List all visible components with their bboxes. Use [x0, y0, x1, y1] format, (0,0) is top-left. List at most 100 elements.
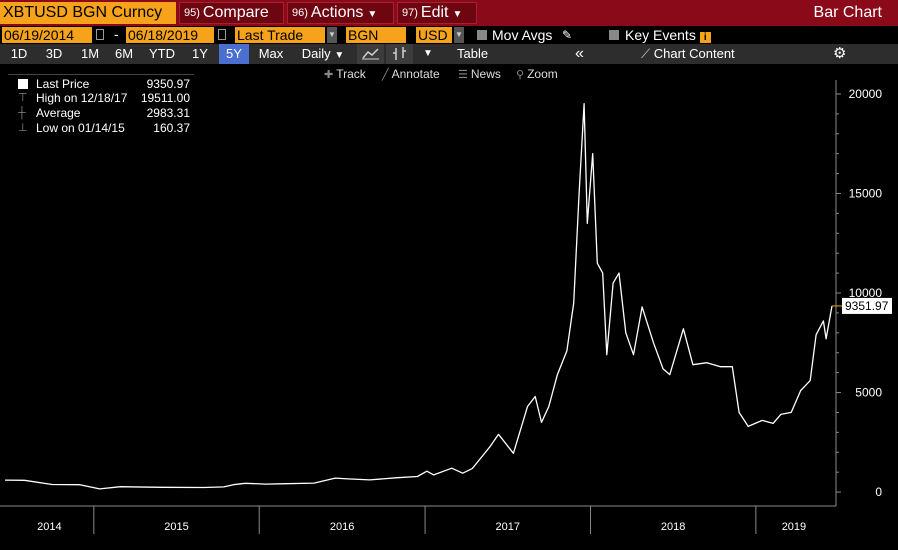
line-chart-icon[interactable]: [357, 44, 384, 64]
x-tick-label: 2016: [330, 521, 354, 533]
chart-type-label: Bar Chart: [813, 4, 882, 21]
last-value-label: 9351.97: [845, 299, 889, 313]
actions-number: 96): [292, 7, 308, 19]
control-bar: 06/19/2014 - 06/18/2019 Last Trade ▼ BGN…: [0, 26, 898, 44]
range-tab-max[interactable]: Max: [258, 46, 284, 61]
x-tick-label: 2019: [782, 521, 806, 533]
x-tick-label: 2017: [496, 521, 520, 533]
edit-number: 97): [402, 7, 418, 19]
x-tick-label: 2014: [37, 521, 61, 533]
chevron-down-icon: ▼: [334, 50, 345, 61]
x-tick-label: 2015: [164, 521, 188, 533]
zoom-icon: ⚲: [516, 69, 525, 81]
start-date-field[interactable]: 06/19/2014: [2, 27, 92, 43]
chevron-down-icon[interactable]: ▼: [454, 27, 464, 43]
range-tab-3d[interactable]: 3D: [45, 46, 63, 61]
last-value-tag: 9351.97: [832, 297, 892, 314]
calendar-icon[interactable]: [218, 29, 226, 40]
track-tool[interactable]: ✚ Track: [324, 66, 366, 82]
legend-value: 9350.97: [146, 77, 190, 91]
compare-number: 95): [184, 7, 200, 19]
chart-content-label: Chart Content: [653, 46, 735, 61]
periodicity-label: Daily: [301, 46, 331, 61]
gear-icon[interactable]: ⚙: [833, 45, 847, 62]
field-select[interactable]: Last Trade: [235, 27, 325, 43]
periodicity-select[interactable]: Daily ▼: [292, 44, 354, 64]
legend-value: 160.37: [153, 121, 190, 135]
key-events-label[interactable]: Key Events: [625, 27, 696, 43]
compare-label: Compare: [202, 4, 269, 21]
edit-button[interactable]: 97) Edit ▼: [397, 2, 477, 24]
source-field[interactable]: BGN: [346, 27, 406, 43]
range-tab-6m[interactable]: 6M: [114, 46, 134, 61]
range-tab-1y[interactable]: 1Y: [192, 46, 208, 61]
legend-label: Low on 01/14/15: [36, 121, 125, 135]
info-icon[interactable]: i: [699, 32, 711, 43]
key-events-group: Key Events i: [625, 26, 711, 44]
table-button[interactable]: Table: [457, 46, 489, 61]
line-chart-icon-graphic: [362, 48, 379, 60]
y-tick-label: 20000: [849, 87, 883, 101]
legend-item[interactable]: Last Price 9350.97: [8, 77, 194, 91]
high-marker-icon: ⊤: [18, 92, 28, 104]
legend-item: ┼ Average 2983.31: [8, 106, 194, 120]
low-marker-icon: ⊥: [18, 122, 28, 134]
annotate-label: Annotate: [391, 67, 440, 81]
annotate-tool[interactable]: ╱ Annotate: [382, 66, 440, 82]
y-tick-label: 10000: [849, 286, 883, 300]
chevron-down-icon: ▼: [452, 9, 463, 20]
calendar-icon[interactable]: [96, 29, 104, 40]
bar-chart-icon-graphic: [393, 47, 406, 60]
chevron-down-icon: ▼: [367, 9, 378, 20]
ticker-field[interactable]: XBTUSD BGN Curncy: [0, 2, 176, 24]
chevron-down-icon[interactable]: ▼: [423, 48, 433, 59]
chart-ticks: 0 5000 10000 15000 20000 2014 2015 2016 2017 2018…: [37, 87, 882, 534]
collapse-icon[interactable]: «: [575, 45, 584, 62]
currency-field[interactable]: USD: [416, 27, 452, 43]
legend-label: Average: [36, 106, 81, 120]
range-tab-ytd[interactable]: YTD: [149, 46, 175, 61]
news-icon: ☰: [458, 69, 468, 81]
range-tab-5y[interactable]: 5Y: [219, 44, 249, 64]
legend-swatch: [18, 79, 28, 89]
news-label: News: [470, 67, 501, 81]
end-date-field[interactable]: 06/18/2019: [126, 27, 214, 43]
legend-label: High on 12/18/17: [36, 91, 128, 105]
date-separator: -: [114, 26, 119, 42]
mov-avgs-checkbox[interactable]: [477, 30, 487, 40]
legend-value: 2983.31: [146, 106, 190, 120]
actions-label: Actions: [310, 4, 364, 21]
edit-label: Edit: [420, 4, 449, 21]
track-icon: ✚: [324, 69, 334, 81]
average-marker-icon: ┼: [18, 107, 26, 119]
track-label: Track: [336, 67, 366, 81]
annotate-icon: ╱: [382, 69, 389, 81]
legend-item: ⊥ Low on 01/14/15 160.37: [8, 121, 194, 135]
zoom-label: Zoom: [527, 67, 558, 81]
compare-button[interactable]: 95) Compare: [179, 2, 284, 24]
x-tick-label: 2018: [661, 521, 685, 533]
chart-legend: Last Price 9350.97 ⊤ High on 12/18/17 19…: [8, 74, 194, 136]
legend-item: ⊤ High on 12/18/17 19511.00: [8, 91, 194, 105]
chart-content-button[interactable]: ⟋ Chart Content: [641, 44, 735, 64]
news-tool[interactable]: ☰ News: [458, 66, 501, 82]
mov-avgs-label[interactable]: Mov Avgs: [492, 27, 553, 43]
y-tick-label: 15000: [849, 186, 883, 200]
price-series-line: [4, 103, 833, 490]
range-tab-1d[interactable]: 1D: [10, 46, 28, 61]
legend-value: 19511.00: [140, 91, 190, 105]
legend-label: Last Price: [36, 77, 90, 91]
last-value-box: [842, 297, 892, 314]
key-events-checkbox[interactable]: [609, 30, 619, 40]
chevron-down-icon[interactable]: ▼: [327, 27, 337, 43]
pencil-icon[interactable]: ✎: [562, 28, 573, 42]
y-tick-label: 0: [875, 485, 882, 499]
zoom-tool[interactable]: ⚲ Zoom: [516, 66, 558, 82]
chart-icon: ⟋: [641, 46, 651, 61]
range-tab-1m[interactable]: 1M: [80, 46, 100, 61]
y-tick-label: 5000: [855, 386, 882, 400]
bar-chart-icon[interactable]: [386, 44, 413, 64]
actions-button[interactable]: 96) Actions ▼: [287, 2, 394, 24]
chart-axes: [0, 80, 837, 507]
